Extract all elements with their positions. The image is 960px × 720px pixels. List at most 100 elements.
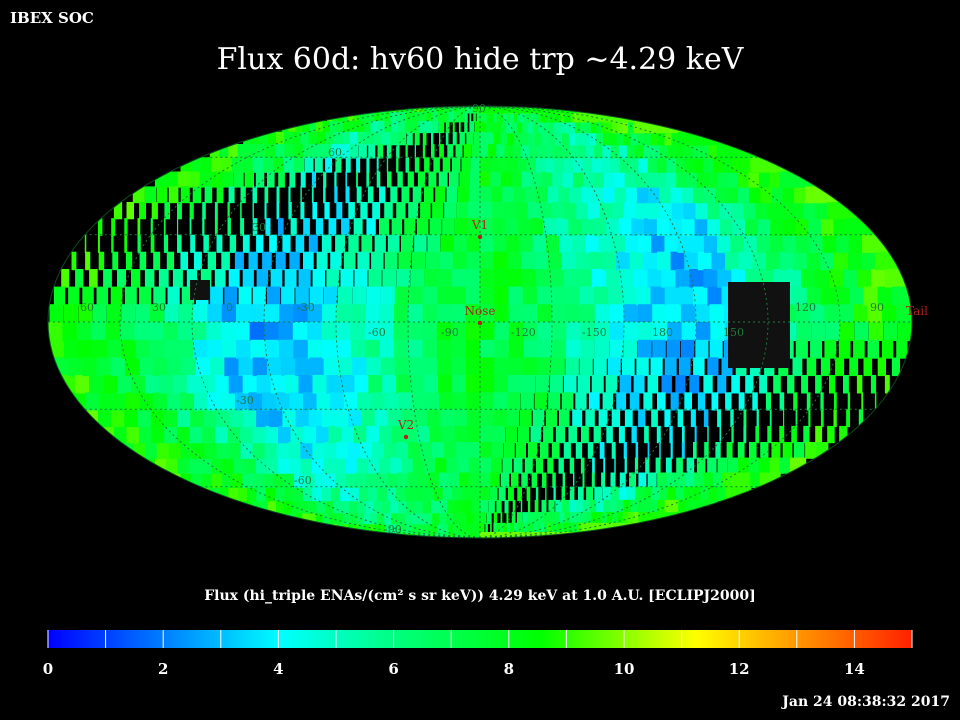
flux-pixel — [843, 375, 849, 394]
flux-pixel — [204, 186, 213, 204]
flux-pixel — [489, 486, 498, 502]
flux-pixel — [463, 499, 475, 514]
flux-pixel — [599, 442, 605, 459]
flux-pixel — [710, 322, 726, 341]
flux-pixel — [555, 499, 563, 514]
flux-pixel — [562, 472, 565, 488]
flux-pixel — [300, 171, 306, 188]
flux-pixel — [227, 218, 231, 236]
flux-pixel — [563, 442, 571, 459]
flux-pixel — [594, 304, 611, 324]
flux-pixel — [276, 202, 280, 220]
flux-pixel — [694, 425, 697, 444]
flux-pixel — [414, 144, 416, 159]
flux-pixel — [293, 339, 311, 359]
flux-pixel — [53, 286, 66, 306]
flux-pixel — [549, 269, 567, 288]
flux-pixel — [131, 269, 141, 288]
flux-pixel — [273, 157, 286, 173]
flux-pixel — [515, 442, 526, 459]
longitude-line — [479, 106, 769, 538]
flux-pixel — [278, 171, 285, 188]
flux-pixel — [459, 171, 470, 188]
flux-pixel — [494, 339, 510, 359]
flux-pixel — [803, 425, 810, 444]
flux-pixel — [446, 457, 461, 474]
flux-pixel — [883, 322, 898, 341]
flux-pixel — [422, 322, 439, 341]
flux-pixel — [793, 392, 798, 411]
flux-pixel — [820, 357, 831, 377]
flux-pixel — [135, 304, 150, 324]
flux-pixel — [657, 472, 668, 488]
flux-pixel — [806, 392, 811, 411]
flux-pixel — [436, 339, 453, 359]
flux-pixel — [396, 375, 414, 394]
flux-pixel — [586, 486, 593, 502]
flux-pixel — [153, 251, 161, 271]
flux-pixel — [438, 269, 453, 288]
longitude-label: 90 — [870, 301, 884, 314]
flux-pixel — [511, 472, 519, 488]
flux-pixel — [521, 269, 538, 288]
flux-pixel — [530, 218, 548, 236]
flux-pixel — [203, 234, 209, 253]
flux-pixel — [338, 357, 356, 377]
flux-pixel — [488, 499, 495, 514]
flux-pixel — [452, 392, 469, 411]
flux-pixel — [452, 157, 461, 173]
flux-pixel — [622, 357, 635, 377]
flux-pixel — [480, 486, 490, 502]
flux-pixel — [795, 409, 798, 428]
flux-pixel — [469, 522, 478, 534]
flux-pixel — [506, 512, 509, 525]
flux-pixel — [432, 442, 448, 459]
flux-pixel — [815, 375, 822, 394]
flux-pixel — [492, 425, 506, 444]
flux-pixel — [144, 269, 155, 288]
flux-pixel — [432, 202, 444, 220]
flux-pixel — [493, 392, 508, 411]
flux-pixel — [839, 425, 848, 444]
flux-pixel — [624, 409, 633, 428]
flux-pixel — [267, 171, 275, 188]
longitude-label: 120 — [795, 301, 816, 314]
flux-pixel — [307, 339, 325, 359]
flux-pixel — [506, 409, 519, 428]
flux-pixel — [585, 409, 595, 428]
flux-pixel — [534, 499, 539, 514]
flux-pixel — [422, 304, 438, 324]
flux-pixel — [494, 269, 510, 288]
flux-pixel — [420, 202, 431, 220]
flux-pixel — [582, 472, 585, 488]
flux-pixel — [349, 144, 359, 159]
flux-pixel — [244, 171, 254, 188]
latitude-label: -30 — [236, 394, 254, 407]
flux-pixel — [616, 392, 627, 411]
flux-pixel — [298, 269, 311, 288]
latitude-label: 90 — [472, 102, 486, 115]
flux-pixel — [256, 269, 269, 288]
map-title: Flux 60d: hv60 hide trp ~4.29 keV — [216, 42, 744, 77]
flux-pixel — [480, 121, 488, 134]
flux-pixel — [281, 286, 295, 306]
flux-pixel — [423, 286, 439, 306]
flux-pixel — [190, 234, 196, 253]
flux-pixel — [680, 339, 695, 359]
flux-pixel — [669, 425, 673, 444]
flux-pixel — [240, 218, 245, 236]
flux-pixel — [348, 234, 359, 253]
flux-pixel — [607, 357, 621, 377]
flux-pixel — [666, 304, 683, 324]
flux-pixel — [508, 339, 524, 359]
flux-pixel — [693, 442, 697, 459]
flux-pixel — [281, 357, 300, 377]
flux-pixel — [439, 131, 441, 146]
flux-pixel — [137, 218, 141, 236]
flux-pixel — [522, 286, 539, 306]
flux-pixel — [323, 286, 338, 306]
flux-pixel — [738, 392, 745, 411]
flux-pixel — [451, 357, 468, 377]
flux-pixel — [164, 202, 170, 220]
flux-pixel — [480, 472, 491, 488]
